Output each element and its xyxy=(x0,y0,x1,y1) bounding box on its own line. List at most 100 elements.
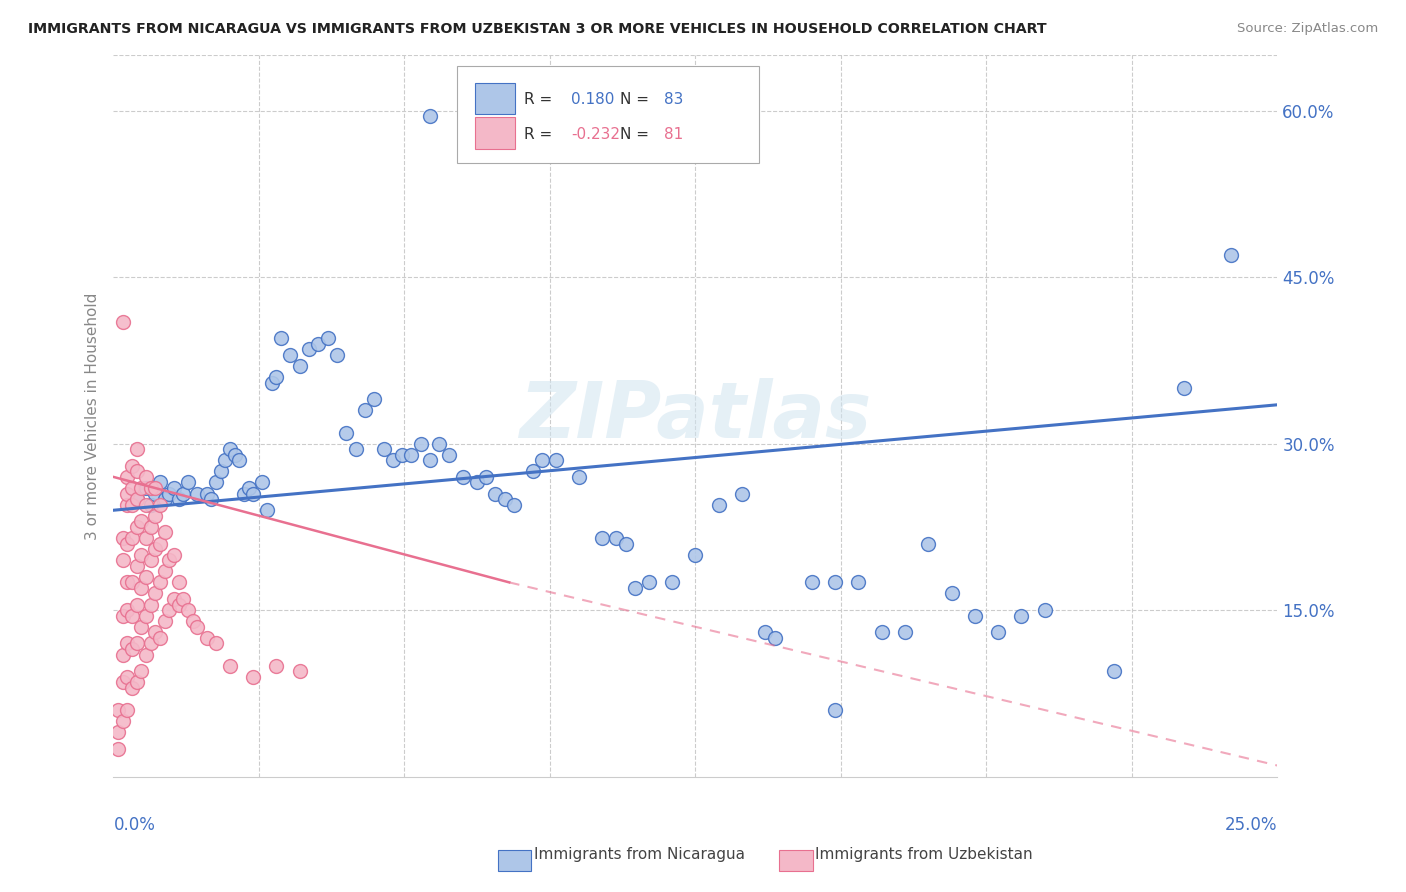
Point xyxy=(107,725,129,739)
Point xyxy=(153,525,176,540)
Point xyxy=(763,631,786,645)
Point xyxy=(754,625,776,640)
Text: N =: N = xyxy=(620,127,654,142)
Point xyxy=(125,558,148,573)
Point xyxy=(181,614,204,628)
Point xyxy=(153,614,176,628)
Text: IMMIGRANTS FROM NICARAGUA VS IMMIGRANTS FROM UZBEKISTAN 3 OR MORE VEHICLES IN HO: IMMIGRANTS FROM NICARAGUA VS IMMIGRANTS … xyxy=(28,22,1046,37)
Point xyxy=(107,703,129,717)
Point xyxy=(373,442,395,457)
Point xyxy=(363,392,385,407)
Point xyxy=(605,531,627,545)
Point xyxy=(125,598,148,612)
Point xyxy=(172,592,194,607)
Point xyxy=(280,348,302,362)
Point xyxy=(252,475,274,490)
Text: 81: 81 xyxy=(664,127,683,142)
Point xyxy=(117,536,139,550)
Point xyxy=(111,714,134,728)
Point xyxy=(1173,381,1195,395)
Point xyxy=(145,508,167,523)
Point xyxy=(316,331,339,345)
Point xyxy=(135,470,157,484)
Point xyxy=(219,658,242,673)
Point xyxy=(117,470,139,484)
Point xyxy=(117,575,139,590)
Point xyxy=(256,503,278,517)
Point xyxy=(238,481,260,495)
Point xyxy=(131,620,153,634)
Point xyxy=(1010,608,1032,623)
Point xyxy=(824,703,846,717)
Point xyxy=(824,575,846,590)
Point xyxy=(153,492,176,507)
Point xyxy=(117,498,139,512)
Point xyxy=(117,636,139,650)
Point xyxy=(941,586,963,600)
Text: Immigrants from Nicaragua: Immigrants from Nicaragua xyxy=(534,847,745,862)
Point xyxy=(335,425,357,440)
Point xyxy=(963,608,986,623)
Point xyxy=(149,536,172,550)
FancyBboxPatch shape xyxy=(475,83,515,114)
Point xyxy=(224,448,246,462)
Point xyxy=(638,575,661,590)
Point xyxy=(186,486,208,500)
Point xyxy=(163,592,186,607)
Point xyxy=(214,453,236,467)
Point xyxy=(125,520,148,534)
Point xyxy=(232,486,254,500)
Point xyxy=(145,486,167,500)
Point xyxy=(139,553,162,567)
Point xyxy=(125,636,148,650)
Point xyxy=(177,475,200,490)
Point xyxy=(157,553,180,567)
Point xyxy=(163,481,186,495)
Point xyxy=(125,492,148,507)
Point xyxy=(121,642,143,657)
Point xyxy=(135,648,157,662)
Point xyxy=(107,742,129,756)
Point xyxy=(530,453,553,467)
Point xyxy=(145,586,167,600)
Point xyxy=(419,453,441,467)
Point xyxy=(266,658,288,673)
Point xyxy=(209,464,232,478)
Point xyxy=(848,575,870,590)
Point xyxy=(131,514,153,528)
Point xyxy=(591,531,613,545)
Text: ZIPatlas: ZIPatlas xyxy=(519,378,872,454)
Point xyxy=(800,575,823,590)
Point xyxy=(149,575,172,590)
Point xyxy=(139,520,162,534)
Point xyxy=(145,542,167,557)
Y-axis label: 3 or more Vehicles in Household: 3 or more Vehicles in Household xyxy=(86,293,100,540)
Point xyxy=(1033,603,1056,617)
Text: Immigrants from Uzbekistan: Immigrants from Uzbekistan xyxy=(815,847,1033,862)
Point xyxy=(149,498,172,512)
Text: R =: R = xyxy=(524,92,557,107)
Point xyxy=(391,448,413,462)
Point xyxy=(484,486,506,500)
Point xyxy=(177,603,200,617)
Point xyxy=(117,703,139,717)
Point xyxy=(145,625,167,640)
Point xyxy=(894,625,917,640)
Point xyxy=(870,625,893,640)
Point xyxy=(135,570,157,584)
Point xyxy=(1219,248,1241,262)
Point xyxy=(121,681,143,695)
Point xyxy=(167,575,190,590)
Point xyxy=(131,481,153,495)
Point xyxy=(242,670,264,684)
Point xyxy=(135,531,157,545)
Point xyxy=(153,564,176,578)
Point xyxy=(131,548,153,562)
Point xyxy=(568,470,591,484)
Point xyxy=(200,492,222,507)
Text: 0.0%: 0.0% xyxy=(114,816,156,834)
Point xyxy=(117,670,139,684)
Text: 25.0%: 25.0% xyxy=(1225,816,1278,834)
Point xyxy=(381,453,404,467)
Point xyxy=(288,664,311,678)
